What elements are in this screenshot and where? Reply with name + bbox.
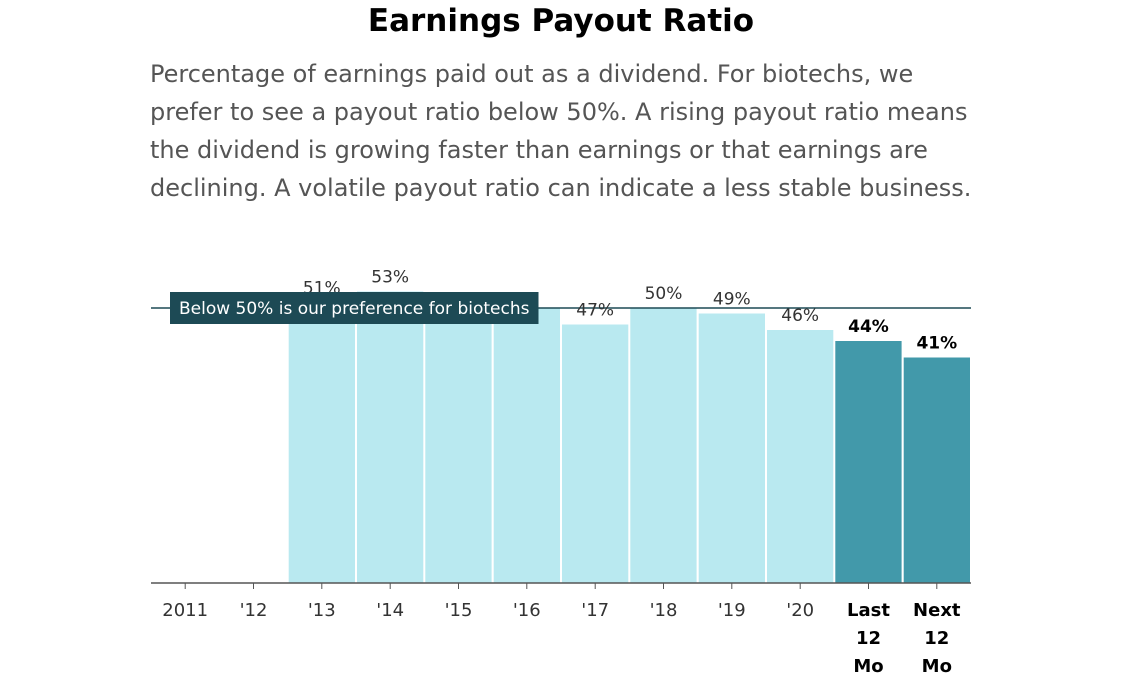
chart-title: Earnings Payout Ratio xyxy=(367,3,755,39)
bar-20 xyxy=(767,330,834,583)
value-label-18: 50% xyxy=(645,284,683,304)
tick-label-18: '18 xyxy=(650,600,678,621)
bar-19 xyxy=(698,313,765,583)
bar-16 xyxy=(493,308,560,583)
tick-label-15: '15 xyxy=(445,600,473,621)
tick-label-14: '14 xyxy=(376,600,404,621)
tick-label-13: '13 xyxy=(308,600,336,621)
tick-label-16: '16 xyxy=(513,600,541,621)
bar-14 xyxy=(357,291,424,583)
value-label-17: 47% xyxy=(576,301,614,321)
x-axis: 2011 '12 '13 '14 '15 '16 '17 '18 '19 '20 Last 12 Mo N… xyxy=(151,582,971,677)
value-label-last-12-mo: 44% xyxy=(848,317,889,337)
reference-label-group: Below 50% is our preference for biotechs xyxy=(170,292,539,324)
tick-label-next-12-mo: Next 12 Mo xyxy=(913,600,961,677)
value-label-20: 46% xyxy=(781,306,819,326)
bar-17 xyxy=(562,324,629,583)
tick-label-17: '17 xyxy=(581,600,609,621)
bar-13 xyxy=(288,302,355,583)
tick-label-2011: 2011 xyxy=(162,600,208,621)
bars-group xyxy=(288,291,970,583)
bar-last-12-mo xyxy=(835,341,902,583)
tick-label-12: '12 xyxy=(240,600,268,621)
chart-description: Percentage of earnings paid out as a div… xyxy=(150,60,972,202)
value-label-next-12-mo: 41% xyxy=(916,334,957,354)
value-label-14: 53% xyxy=(371,268,409,288)
tick-label-last-12-mo: Last 12 Mo xyxy=(847,600,890,677)
value-label-19: 49% xyxy=(713,290,751,310)
bar-15 xyxy=(425,308,492,583)
tick-label-19: '19 xyxy=(718,600,746,621)
bar-next-12-mo xyxy=(903,357,970,583)
reference-label-box xyxy=(170,292,539,324)
tick-label-20: '20 xyxy=(786,600,814,621)
bar-18 xyxy=(630,308,697,583)
reference-line-label: Below 50% is our preference for biotechs xyxy=(179,299,530,319)
